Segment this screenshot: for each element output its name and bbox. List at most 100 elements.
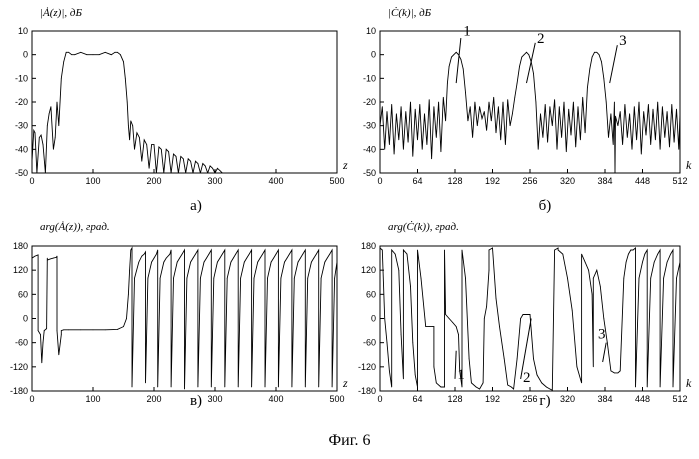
data-point: [63, 329, 64, 330]
data-point: [429, 326, 430, 327]
data-point: [629, 113, 630, 114]
data-point: [472, 137, 473, 138]
data-point: [294, 278, 295, 279]
data-point: [273, 258, 274, 259]
data-point: [200, 278, 201, 279]
x-axis-label: z: [342, 376, 348, 390]
data-point: [39, 137, 40, 138]
data-point: [141, 256, 142, 257]
data-point: [496, 132, 497, 133]
data-point: [211, 387, 212, 388]
data-point: [424, 113, 425, 114]
y-tick-label: 120: [361, 265, 376, 275]
data-point: [554, 250, 555, 251]
data-point: [137, 132, 138, 133]
x-tick-label: 200: [146, 176, 161, 186]
data-point: [313, 258, 314, 259]
x-tick-label: 192: [485, 176, 500, 186]
data-point: [436, 383, 437, 384]
data-point: [581, 383, 582, 384]
data-point: [524, 54, 525, 55]
data-point: [49, 113, 50, 114]
data-point: [618, 125, 619, 126]
data-point: [538, 149, 539, 150]
data-point: [536, 102, 537, 103]
data-point: [667, 111, 668, 112]
data-point: [35, 256, 36, 257]
data-point: [582, 97, 583, 98]
y-tick-label: -180: [358, 386, 376, 396]
data-point: [533, 73, 534, 74]
data-point: [431, 158, 432, 159]
data-point: [284, 262, 285, 263]
data-point: [61, 330, 62, 331]
data-point: [614, 102, 615, 103]
data-point: [403, 250, 404, 251]
data-point: [224, 250, 225, 251]
data-point: [543, 137, 544, 138]
data-point: [660, 250, 661, 251]
data-point: [318, 250, 319, 251]
data-point: [316, 254, 317, 255]
data-point: [160, 278, 161, 279]
data-point: [123, 326, 124, 327]
data-point: [202, 163, 203, 164]
y-tick-label: -40: [363, 144, 376, 154]
data-point: [635, 248, 636, 249]
data-point: [227, 278, 228, 279]
data-point: [251, 387, 252, 388]
data-point: [166, 149, 167, 150]
data-point: [117, 329, 118, 330]
data-point: [587, 87, 588, 88]
data-point: [265, 387, 266, 388]
data-point: [519, 66, 520, 67]
data-point: [479, 389, 480, 390]
data-point: [471, 383, 472, 384]
data-point: [407, 254, 408, 255]
data-point: [324, 262, 325, 263]
data-point: [486, 130, 487, 131]
data-point: [289, 254, 290, 255]
data-point: [391, 104, 392, 105]
data-point: [660, 387, 661, 388]
y-tick-label: -20: [15, 97, 28, 107]
data-point: [146, 144, 147, 145]
y-tick-label: -10: [363, 73, 376, 83]
chart-panel-a: 100-10-20-30-40-500100200300400500z|Ȧ(z)…: [15, 7, 348, 214]
data-point: [396, 113, 397, 114]
data-point: [166, 258, 167, 259]
data-point: [626, 262, 627, 263]
data-point: [545, 104, 546, 105]
data-point: [469, 358, 470, 359]
data-point: [427, 144, 428, 145]
data-point: [170, 254, 171, 255]
data-point: [517, 358, 518, 359]
x-tick-label: 384: [597, 176, 612, 186]
y-tick-label: 10: [366, 26, 376, 36]
data-point: [278, 250, 279, 251]
data-point: [523, 314, 524, 315]
data-point: [417, 387, 418, 388]
data-point: [611, 371, 612, 372]
data-point: [438, 102, 439, 103]
data-point: [662, 106, 663, 107]
data-point: [148, 278, 149, 279]
data-point: [130, 250, 131, 251]
data-point: [568, 109, 569, 110]
data-point: [389, 371, 390, 372]
data-point: [607, 342, 608, 343]
data-point: [650, 144, 651, 145]
y-tick-label: -120: [10, 362, 28, 372]
data-point: [657, 254, 658, 255]
x-tick-label: 100: [85, 394, 100, 404]
data-point: [410, 102, 411, 103]
panel-label: б): [539, 198, 552, 214]
plot-frame: [32, 31, 337, 173]
data-point: [398, 140, 399, 141]
data-point: [634, 106, 635, 107]
data-point: [648, 104, 649, 105]
data-point: [80, 52, 81, 53]
data-point: [33, 130, 34, 131]
data-point: [190, 262, 191, 263]
data-point: [47, 125, 48, 126]
